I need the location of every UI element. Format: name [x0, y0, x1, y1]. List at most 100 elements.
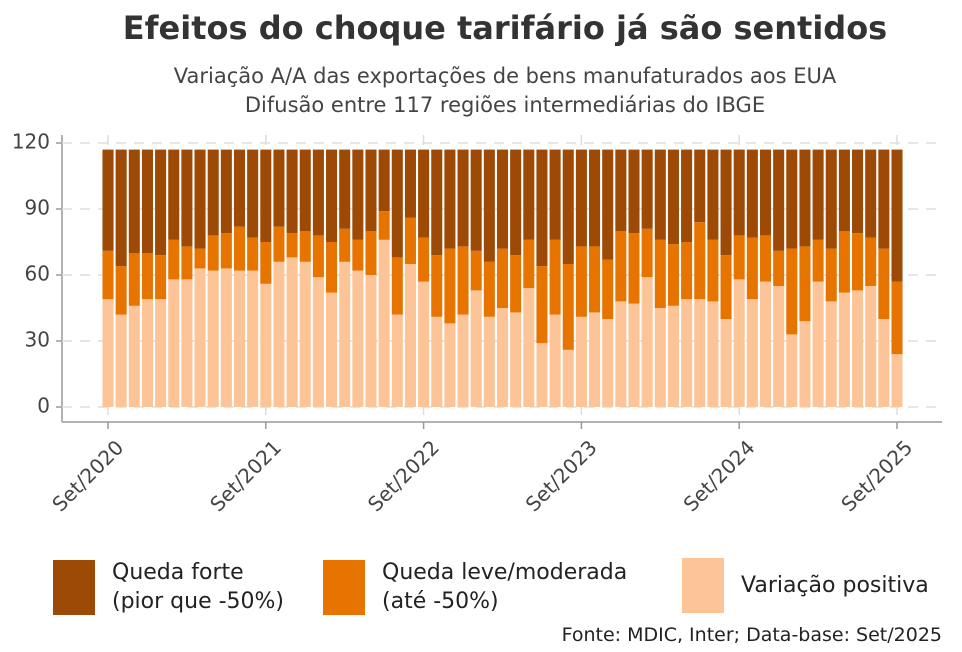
bar-segment: [838, 231, 850, 293]
bar-segment: [615, 149, 627, 231]
bar-segment: [352, 239, 364, 271]
bar-segment: [773, 250, 785, 286]
bar-segment: [720, 319, 732, 407]
bar-segment: [707, 239, 719, 302]
legend-swatch: [53, 559, 95, 615]
bar-segment: [523, 149, 535, 240]
bar-segment: [891, 149, 903, 282]
bar-segment: [667, 149, 679, 245]
x-tick-label: Set/2021: [205, 435, 286, 516]
bar-segment: [339, 261, 351, 407]
bar-segment: [852, 290, 864, 407]
bar-segment: [339, 228, 351, 262]
bar-segment: [247, 270, 259, 407]
bar-segment: [878, 319, 890, 407]
bar-segment: [457, 314, 469, 407]
bar-segment: [128, 253, 140, 306]
bar-segment: [733, 235, 745, 280]
bar-segment: [720, 149, 732, 256]
bar-segment: [168, 149, 180, 240]
bar-segment: [562, 264, 574, 350]
bar-segment: [852, 149, 864, 234]
bar-segment: [496, 308, 509, 407]
bar-segment: [720, 255, 732, 319]
bar-segment: [247, 149, 259, 238]
bar-segment: [233, 149, 246, 227]
bar-segment: [575, 316, 587, 407]
bar-segment: [562, 149, 574, 264]
x-tick-label: Set/2023: [521, 435, 602, 516]
legend-swatch: [323, 559, 365, 615]
bar-segment: [602, 259, 614, 319]
bar-segment: [654, 239, 666, 308]
source: Fonte: MDIC, Inter; Data-base: Set/2025: [561, 624, 942, 646]
bar-segment: [759, 149, 772, 236]
bar-segment: [483, 149, 495, 262]
bar-segment: [365, 275, 377, 407]
bar-segment: [694, 149, 706, 223]
bar-segment: [838, 292, 850, 407]
legend-item: Queda forte (pior que -50%): [53, 558, 284, 616]
bar-segment: [444, 149, 456, 249]
bar-segment: [404, 264, 416, 407]
bar-segment: [589, 312, 601, 407]
bar-segment: [247, 237, 259, 271]
bar-segment: [155, 299, 167, 407]
bar-segment: [233, 270, 246, 407]
bar-segment: [667, 305, 679, 407]
bar-segment: [286, 233, 298, 258]
bar-segment: [746, 299, 758, 407]
bar-segment: [457, 246, 469, 315]
bar-segment: [536, 266, 548, 344]
bar-segment: [878, 149, 890, 249]
bar-segment: [299, 231, 311, 262]
legend-swatch: [682, 558, 724, 613]
bar-segment: [260, 242, 272, 284]
y-tick-label: 60: [25, 262, 50, 286]
bar-segment: [326, 242, 338, 293]
bar-segment: [602, 149, 614, 260]
legend-item: Queda leve/moderada (até -50%): [323, 558, 627, 616]
bar-segment: [523, 288, 535, 407]
bar-segment: [654, 149, 666, 240]
bar-segment: [799, 149, 811, 247]
bar-segment: [878, 248, 890, 319]
bar-segment: [365, 231, 377, 275]
bar-segment: [470, 149, 482, 251]
bar-segment: [654, 308, 666, 407]
bar-segment: [102, 299, 114, 407]
chart: Efeitos do choque tarifário já são senti…: [12, 9, 942, 516]
bar-segment: [681, 299, 693, 407]
bar-segment: [273, 226, 285, 262]
bar-segment: [404, 149, 416, 218]
bar-segment: [102, 149, 114, 251]
bar-segment: [299, 261, 311, 407]
bar-segment: [641, 277, 653, 407]
bar-segment: [102, 250, 114, 300]
bar-segment: [838, 149, 850, 231]
bar-segment: [418, 237, 430, 282]
bar-segment: [812, 149, 824, 240]
y-tick-label: 30: [25, 328, 50, 352]
bar-segment: [378, 211, 390, 240]
bar-segment: [825, 301, 837, 407]
bar-segment: [128, 149, 140, 253]
bar-segment: [352, 270, 364, 407]
bar-segment: [431, 316, 443, 407]
bar-segment: [391, 257, 403, 315]
bar-segment: [786, 334, 798, 407]
bar-segment: [207, 235, 219, 271]
bar-segment: [628, 303, 640, 407]
bar-segment: [260, 149, 272, 242]
bar-segment: [483, 316, 495, 407]
bar-segment: [418, 149, 430, 238]
bar-segment: [365, 149, 377, 231]
bar-segment: [865, 237, 877, 286]
bar-segment: [549, 149, 561, 240]
bar-segment: [181, 149, 193, 247]
bar-segment: [891, 354, 903, 407]
bar-segment: [181, 246, 193, 280]
legend-label: Queda forte (pior que -50%): [112, 560, 285, 614]
bar-segment: [536, 149, 548, 267]
